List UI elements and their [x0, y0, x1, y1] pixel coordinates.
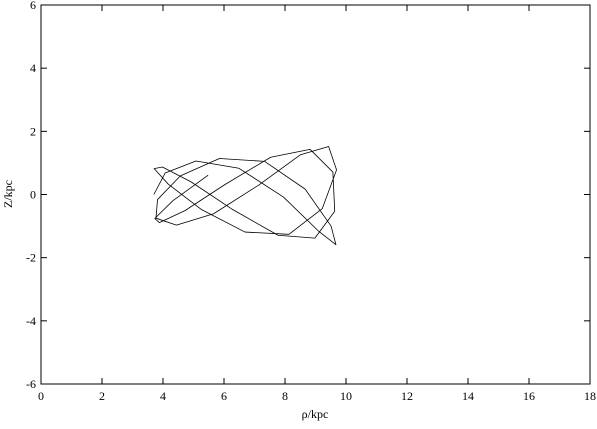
x-axis-label: ρ/kpc — [302, 407, 329, 421]
orbit-line — [153, 146, 337, 246]
x-tick-label: 10 — [340, 389, 352, 403]
x-tick-label: 16 — [523, 389, 535, 403]
x-tick-label: 8 — [282, 389, 288, 403]
y-tick-label: 6 — [30, 0, 36, 12]
x-tick-label: 0 — [38, 389, 44, 403]
x-tick-label: 12 — [401, 389, 413, 403]
x-tick-label: 4 — [160, 389, 166, 403]
y-tick-label: 4 — [30, 61, 36, 75]
x-tick-label: 14 — [462, 389, 474, 403]
x-tick-label: 18 — [584, 389, 596, 403]
x-tick-label: 2 — [99, 389, 105, 403]
y-tick-label: -4 — [26, 314, 36, 328]
y-tick-label: -6 — [26, 377, 36, 391]
y-tick-label: 2 — [30, 124, 36, 138]
y-tick-label: -2 — [26, 251, 36, 265]
x-tick-label: 6 — [221, 389, 227, 403]
plot-frame — [40, 4, 591, 385]
y-axis-label: Z/kpc — [1, 180, 15, 208]
y-tick-label: 0 — [30, 188, 36, 202]
